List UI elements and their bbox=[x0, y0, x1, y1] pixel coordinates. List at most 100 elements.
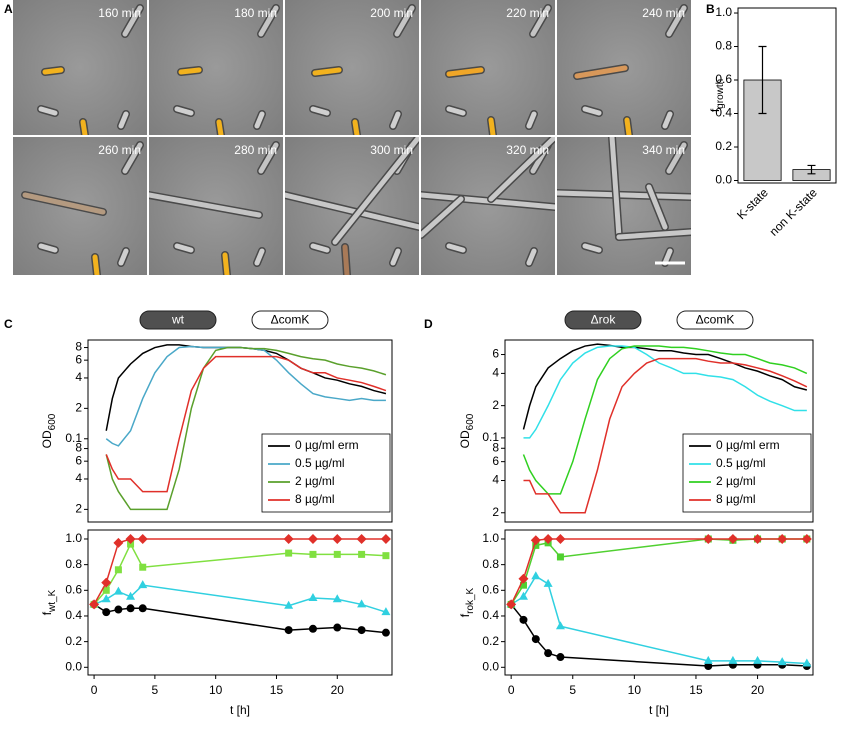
marker bbox=[113, 586, 123, 595]
y-tick-label: 0.2 bbox=[65, 634, 82, 648]
marker bbox=[308, 593, 318, 602]
marker bbox=[333, 550, 341, 558]
strain-pill bbox=[564, 310, 642, 330]
x-axis-label: t [h] bbox=[649, 703, 669, 717]
cell bbox=[174, 106, 194, 116]
x-tick-label: 15 bbox=[689, 683, 703, 697]
cell bbox=[38, 243, 58, 253]
y-axis-label: frok_K bbox=[458, 587, 475, 617]
x-tick-label: 5 bbox=[569, 683, 576, 697]
y-tick-label: 0.4 bbox=[65, 608, 82, 622]
cell bbox=[122, 142, 143, 174]
strain-label: ΔcomK bbox=[271, 313, 310, 327]
y-axis-label: OD600 bbox=[458, 413, 475, 448]
cell bbox=[42, 67, 64, 75]
series-line bbox=[523, 345, 807, 439]
marker bbox=[380, 533, 391, 544]
marker bbox=[284, 626, 293, 635]
cell bbox=[390, 248, 401, 266]
marker bbox=[555, 621, 565, 630]
legend-label: 2 µg/ml bbox=[295, 474, 335, 488]
y-axis-label-main: OD bbox=[40, 430, 54, 448]
marker bbox=[125, 533, 136, 544]
y-axis-label: fwt_K bbox=[40, 589, 57, 615]
marker bbox=[518, 573, 529, 584]
marker bbox=[333, 623, 342, 632]
micrograph-tile: 240 min bbox=[557, 0, 691, 135]
time-label: 320 min bbox=[506, 143, 549, 157]
plot-frame bbox=[737, 7, 837, 184]
y-tick-label: 0.1 bbox=[65, 431, 82, 445]
plot-frame bbox=[87, 529, 393, 676]
x-tick-label: 20 bbox=[331, 683, 345, 697]
time-label: 300 min bbox=[370, 143, 413, 157]
y-tick-label: 0.2 bbox=[715, 139, 732, 153]
cell bbox=[254, 111, 265, 129]
marker bbox=[332, 594, 342, 603]
series-line bbox=[93, 542, 386, 605]
micrograph-tile: 200 min bbox=[285, 0, 419, 135]
time-label: 160 min bbox=[98, 6, 141, 20]
marker bbox=[543, 533, 554, 544]
marker bbox=[531, 635, 540, 644]
time-label: 240 min bbox=[642, 6, 685, 20]
cell bbox=[624, 117, 632, 135]
micrograph-tile: 260 min bbox=[13, 137, 147, 275]
micrograph-tile: 340 min bbox=[557, 137, 691, 275]
series-line bbox=[522, 343, 808, 430]
marker bbox=[753, 655, 763, 664]
y-tick-label: 8 bbox=[75, 441, 82, 455]
x-tick-label: 10 bbox=[628, 683, 642, 697]
marker bbox=[307, 533, 318, 544]
legend-label: 2 µg/ml bbox=[716, 474, 756, 488]
series-line bbox=[510, 575, 807, 665]
cell bbox=[122, 5, 143, 37]
cell bbox=[446, 243, 466, 253]
marker bbox=[89, 599, 100, 610]
cell bbox=[80, 119, 88, 135]
cell bbox=[216, 119, 224, 135]
y-tick-label: 0.1 bbox=[482, 430, 499, 444]
series-line bbox=[510, 538, 807, 605]
marker bbox=[358, 550, 366, 558]
cell bbox=[254, 248, 265, 266]
marker bbox=[777, 657, 787, 666]
marker bbox=[357, 599, 367, 608]
y-tick-label: 4 bbox=[492, 366, 499, 380]
x-tick-label: 20 bbox=[751, 683, 765, 697]
series-line bbox=[93, 603, 386, 634]
panel-letter: A bbox=[4, 2, 13, 16]
y-axis-label-main: f bbox=[708, 108, 722, 112]
marker bbox=[506, 599, 517, 610]
y-tick-label: 2 bbox=[75, 401, 82, 415]
marker bbox=[284, 600, 294, 609]
x-tick-label: 10 bbox=[209, 683, 223, 697]
marker bbox=[777, 533, 788, 544]
panel-letter: C bbox=[4, 317, 13, 331]
y-tick-label: 0.2 bbox=[482, 634, 499, 648]
x-tick-label: K-state bbox=[734, 185, 771, 222]
cell bbox=[526, 248, 537, 266]
y-tick-label: 6 bbox=[75, 453, 82, 467]
cell bbox=[258, 142, 279, 174]
cell bbox=[488, 117, 496, 135]
y-axis-label: OD600 bbox=[40, 413, 57, 448]
x-axis-label: t [h] bbox=[230, 703, 250, 717]
cell bbox=[488, 137, 555, 202]
time-label: 220 min bbox=[506, 6, 549, 20]
marker bbox=[704, 662, 713, 671]
series-line bbox=[510, 538, 807, 605]
y-tick-label: 6 bbox=[75, 352, 82, 366]
marker bbox=[308, 624, 317, 633]
time-label: 180 min bbox=[234, 6, 277, 20]
y-tick-label: 4 bbox=[75, 471, 82, 485]
legend-box bbox=[261, 433, 391, 513]
y-axis-label: fgrowth bbox=[708, 79, 725, 112]
cell bbox=[526, 111, 537, 129]
y-axis-label-sub: growth bbox=[715, 79, 726, 109]
cell bbox=[258, 5, 279, 37]
marker bbox=[102, 586, 110, 594]
y-tick-label: 2 bbox=[492, 505, 499, 519]
marker bbox=[530, 535, 541, 546]
y-tick-label: 0.6 bbox=[482, 582, 499, 596]
